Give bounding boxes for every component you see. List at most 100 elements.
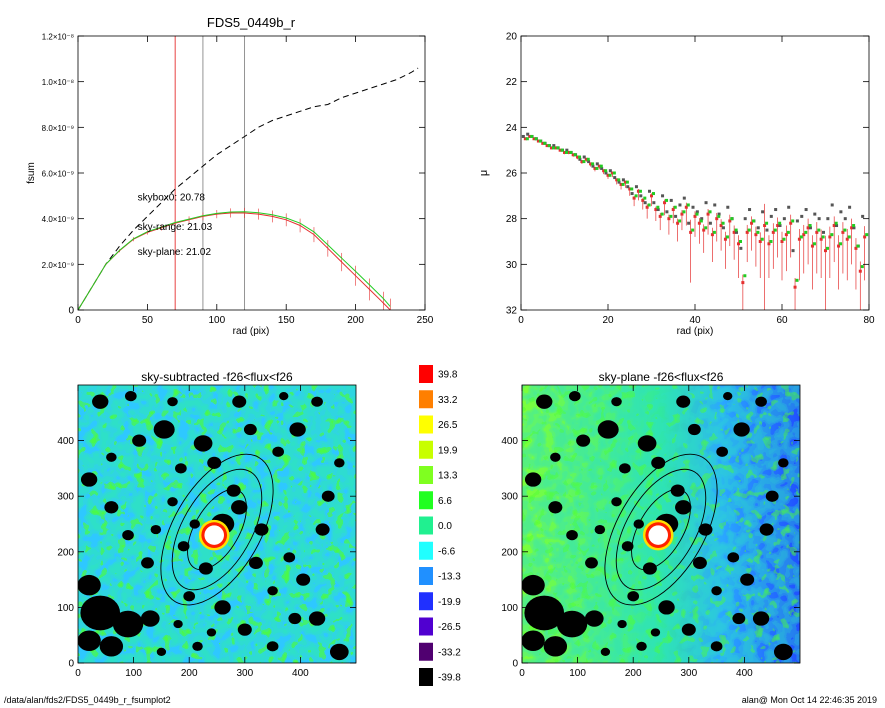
mu-point — [549, 146, 553, 150]
mu-point — [600, 166, 604, 170]
mu-point — [667, 217, 671, 221]
fsum-x-axis-label: rad (pix) — [233, 326, 270, 337]
mu-point — [734, 228, 738, 232]
mu-point — [563, 150, 566, 154]
mu-point — [810, 244, 814, 248]
surface-brightness-plot: 0 20 40 60 80 20 22 24 26 28 30 32 rad (pix) μ — [478, 32, 875, 338]
aperture-ellipse — [604, 453, 718, 606]
mu-point — [591, 164, 595, 168]
x-tick-label: 50 — [142, 315, 154, 326]
masked-source — [106, 452, 117, 462]
masked-source — [732, 612, 746, 625]
mu-point — [745, 230, 749, 234]
x-tick-label: 400 — [736, 668, 753, 679]
image-title: sky-subtracted -f26<flux<f26 — [141, 370, 293, 384]
fsum-annotation: sky-plane: 21.02 — [138, 247, 212, 258]
y-tick-label: 1.0×10⁻⁸ — [42, 78, 74, 87]
mu-point — [573, 153, 577, 157]
y-tick-label: 200 — [501, 547, 518, 558]
x-tick-label: 100 — [208, 315, 225, 326]
y-tick-label: 400 — [501, 436, 518, 447]
masked-source — [141, 557, 154, 569]
mu-point — [861, 214, 865, 218]
colorbar: 39.8 33.2 26.5 19.9 13.3 6.6 0.0 -6.6 -13.3 -19.9… — [419, 365, 461, 686]
mu-point — [656, 205, 660, 209]
x-tick-label: 80 — [863, 315, 875, 326]
x-tick-label: 250 — [417, 315, 434, 326]
masked-source — [778, 458, 789, 468]
colorbar-label: 39.8 — [438, 370, 458, 381]
masked-source — [687, 423, 701, 436]
masked-source — [759, 523, 774, 536]
masked-source — [173, 619, 183, 629]
mu-point — [848, 205, 852, 209]
mu-point — [567, 150, 571, 154]
mu-point — [771, 230, 775, 234]
masked-source — [752, 611, 770, 626]
mu-point — [643, 201, 647, 205]
sky-subtracted-image: 0 100 200 300 400 0 100 200 300 400 sky-subtracte… — [57, 370, 357, 679]
masked-source — [226, 484, 241, 497]
mu-point — [839, 242, 843, 246]
masked-source — [167, 497, 178, 507]
mu-point — [699, 219, 703, 223]
mu-point — [578, 155, 582, 159]
masked-source — [522, 574, 545, 596]
colorbar-swatch — [419, 491, 433, 510]
mu-point — [725, 235, 729, 239]
masked-source — [617, 619, 627, 629]
mu-point — [654, 208, 658, 212]
mu-point — [739, 246, 743, 250]
masked-source — [650, 628, 661, 637]
aperture-ellipse — [615, 468, 707, 591]
mu-point — [776, 224, 780, 228]
colorbar-label: -19.9 — [438, 597, 461, 608]
mu-point — [554, 146, 558, 150]
mu-point — [754, 233, 758, 237]
mu-point — [595, 162, 599, 166]
mu-point — [648, 189, 651, 193]
masked-source — [548, 501, 563, 514]
mu-point — [802, 233, 806, 237]
mu-point — [782, 237, 786, 241]
mu-point — [632, 196, 636, 200]
mu-point — [536, 139, 540, 143]
mu-point — [760, 237, 764, 241]
mu-point — [650, 194, 653, 198]
mu-point — [617, 178, 621, 182]
masked-source — [289, 422, 306, 437]
y-tick-label: 1.2×10⁻⁸ — [42, 33, 74, 42]
x-tick-label: 200 — [347, 315, 364, 326]
mu-point — [586, 157, 590, 161]
colorbar-swatch — [419, 466, 433, 484]
mu-point — [743, 217, 747, 221]
y-tick-label: 30 — [506, 260, 518, 271]
masked-source — [183, 591, 196, 602]
masked-source — [232, 395, 247, 408]
mu-point — [652, 192, 655, 196]
mu-point — [560, 148, 564, 152]
mu-point — [628, 187, 632, 191]
mu-point — [723, 237, 727, 241]
mu-y-axis-label: μ — [478, 170, 490, 176]
fsum-annotation: skybox0: 20.78 — [138, 192, 206, 203]
mu-point — [787, 205, 791, 209]
masked-source — [272, 446, 284, 457]
mu-point — [626, 185, 630, 189]
masked-source — [288, 612, 302, 625]
sky-plane-image: 0 100 200 300 400 0 100 200 300 400 sky-plane -f2… — [501, 370, 801, 679]
x-tick-label: 0 — [75, 668, 81, 679]
masked-source — [524, 472, 542, 487]
masked-source — [206, 628, 217, 637]
mu-point — [708, 221, 712, 225]
footer-timestamp: alan@ Mon Oct 14 22:46:35 2019 — [741, 695, 877, 705]
masked-source — [723, 392, 733, 401]
y-tick-label: 0 — [512, 659, 518, 670]
masked-source — [765, 490, 779, 502]
colorbar-label: 13.3 — [438, 471, 458, 482]
mu-point — [789, 221, 793, 225]
x-tick-label: 0 — [75, 315, 81, 326]
mu-point — [804, 230, 808, 234]
mu-point — [576, 155, 580, 159]
fsum-y-axis-label: fsum — [26, 162, 37, 184]
